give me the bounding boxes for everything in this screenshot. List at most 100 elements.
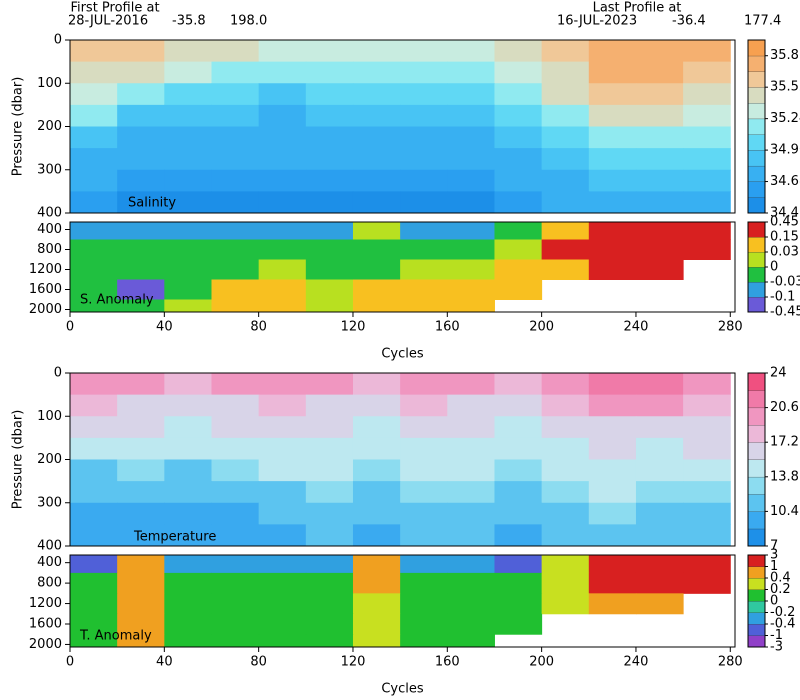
heatmap-cell	[164, 40, 212, 63]
heatmap-cell	[117, 83, 165, 106]
colorbar-band	[747, 424, 766, 443]
colorbar-band	[747, 566, 766, 579]
heatmap-cell	[400, 222, 448, 240]
heatmap-cell	[635, 394, 684, 417]
colorbar-frame	[747, 372, 766, 547]
colorbar-tick-label: -0.03	[770, 275, 800, 290]
heatmap-cell	[352, 259, 401, 280]
colorbar-tick-label: 0.03	[770, 245, 799, 260]
colorbar-frame	[747, 554, 766, 648]
heatmap-cell	[400, 148, 448, 171]
heatmap-cell	[635, 169, 684, 192]
heatmap-cell	[541, 148, 590, 171]
heatmap-cell	[258, 259, 307, 280]
heatmap-cell	[588, 502, 637, 525]
heatmap-cell	[164, 373, 212, 396]
heatmap-cell	[447, 299, 495, 312]
heatmap-cell	[70, 169, 118, 192]
y-tick-label: 300	[37, 162, 62, 177]
heatmap-cell	[400, 572, 448, 594]
colorbar-band	[747, 459, 766, 478]
heatmap-cell	[588, 104, 637, 127]
x-tick-label: 280	[718, 655, 743, 670]
colorbar-tick-label: 3	[770, 548, 778, 563]
colorbar-band	[747, 236, 766, 253]
heatmap-cell	[447, 613, 495, 635]
heatmap-cell	[305, 191, 354, 213]
heatmap-cell	[635, 524, 684, 546]
heatmap-cell	[258, 524, 307, 546]
heatmap-cell	[588, 83, 637, 106]
colorbar-band	[747, 390, 766, 409]
heatmap-cell	[117, 61, 165, 84]
heatmap-cell	[164, 613, 212, 635]
heatmap-cell	[164, 394, 212, 417]
colorbar-tick-label: 0	[770, 594, 778, 609]
heatmap-cell	[305, 239, 354, 260]
heatmap-cell	[400, 394, 448, 417]
y-tick-label: 200	[37, 452, 62, 467]
heatmap-cell	[305, 222, 354, 240]
heatmap-cell	[70, 524, 118, 546]
heatmap-cell	[352, 83, 401, 106]
heatmap-cell	[683, 373, 731, 396]
heatmap-cell	[70, 239, 118, 260]
heatmap-cell	[164, 239, 212, 260]
heatmap-cell	[164, 572, 212, 594]
heatmap-cell	[683, 239, 731, 260]
heatmap-cell	[541, 502, 590, 525]
heatmap-cell	[117, 299, 165, 312]
heatmap-cell	[211, 481, 260, 504]
heatmap-cell	[541, 481, 590, 504]
x-tick-label: 120	[341, 655, 366, 670]
heatmap-cell	[588, 126, 637, 149]
heatmap-cell	[70, 502, 118, 525]
heatmap-cell	[588, 61, 637, 84]
heatmap-cell	[117, 259, 165, 280]
heatmap-cell	[494, 104, 543, 127]
heatmap-cell	[164, 524, 212, 546]
heatmap-cells	[70, 40, 731, 213]
last-profile-lon: 177.4	[744, 14, 781, 29]
heatmap-cells	[70, 373, 731, 546]
heatmap-cell	[588, 416, 637, 439]
heatmap-cell	[258, 61, 307, 84]
heatmap-cell	[352, 524, 401, 546]
heatmap-cell	[400, 40, 448, 63]
heatmap-cell	[635, 191, 684, 213]
heatmap-cell	[494, 191, 543, 213]
colorbar-band	[747, 296, 766, 313]
heatmap-cell	[211, 555, 260, 574]
heatmap-cell	[494, 61, 543, 84]
colorbar-tick-label: -1	[770, 628, 783, 643]
heatmap-cell	[211, 222, 260, 240]
heatmap-cell	[541, 191, 590, 213]
heatmap-cell	[494, 524, 543, 546]
heatmap-cell	[494, 502, 543, 525]
heatmap-cell	[117, 524, 165, 546]
heatmap-cell	[494, 481, 543, 504]
heatmap-cell	[305, 169, 354, 192]
heatmap-cell	[352, 239, 401, 260]
heatmap-cell	[352, 104, 401, 127]
heatmap-cell	[447, 148, 495, 171]
colorbar-tick-label: 13.8	[770, 469, 799, 484]
heatmap-cell	[258, 104, 307, 127]
colorbar-tick-label: 10.4	[770, 504, 799, 519]
heatmap-cell	[258, 459, 307, 482]
heatmap-cell	[400, 373, 448, 396]
heatmap-cell	[164, 437, 212, 460]
heatmap-cell	[70, 416, 118, 439]
heatmap-cell	[70, 259, 118, 280]
heatmap-cell	[683, 572, 731, 594]
heatmap-cell	[164, 299, 212, 312]
heatmap-cell	[588, 40, 637, 63]
heatmap-cell	[352, 502, 401, 525]
heatmap-cell	[211, 394, 260, 417]
heatmap-cell	[635, 61, 684, 84]
colorbar-band	[747, 372, 766, 391]
heatmap-cell	[635, 40, 684, 63]
heatmap-cell	[541, 40, 590, 63]
colorbar-band	[747, 407, 766, 426]
heatmap-cell	[541, 394, 590, 417]
